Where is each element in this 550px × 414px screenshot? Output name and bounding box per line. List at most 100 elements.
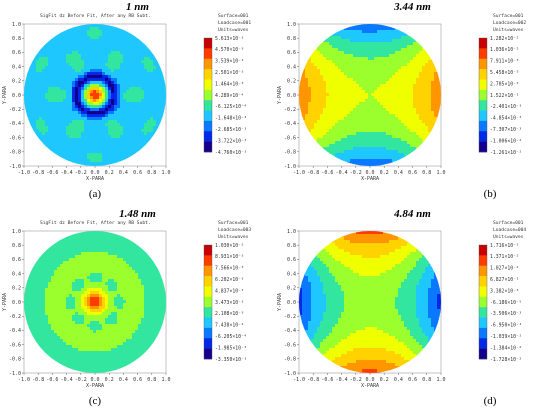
- heatmap-cell: [84, 249, 88, 253]
- heatmap-cell: [39, 294, 43, 298]
- heatmap-cell: [368, 135, 372, 139]
- heatmap-cell: [371, 111, 375, 115]
- heatmap-cell: [138, 108, 142, 112]
- heatmap-cell: [114, 249, 118, 253]
- heatmap-cell: [36, 114, 40, 118]
- heatmap-cell: [75, 102, 79, 106]
- heatmap-cell: [135, 135, 139, 139]
- heatmap-cell: [368, 51, 372, 55]
- heatmap-cell: [359, 54, 363, 58]
- units-label: Units=waves: [218, 28, 249, 33]
- heatmap-cell: [383, 129, 387, 133]
- heatmap-cell: [93, 54, 97, 58]
- heatmap-cell: [72, 255, 76, 259]
- heatmap-cell: [117, 45, 121, 49]
- heatmap-cell: [398, 63, 402, 67]
- heatmap-cell: [111, 159, 115, 163]
- heatmap-cell: [96, 27, 100, 31]
- heatmap-cell: [75, 132, 79, 136]
- heatmap-cell: [156, 291, 160, 295]
- heatmap-cell: [93, 75, 97, 79]
- heatmap-cell: [401, 138, 405, 142]
- heatmap-cell: [437, 69, 441, 73]
- heatmap-cell: [437, 96, 441, 100]
- heatmap-cell: [78, 138, 82, 142]
- heatmap-cell: [105, 147, 109, 151]
- heatmap-cell: [326, 90, 330, 94]
- heatmap-cell: [371, 72, 375, 76]
- heatmap-cell: [159, 105, 163, 109]
- heatmap-cell: [102, 267, 106, 271]
- heatmap-cell: [78, 243, 82, 247]
- heatmap-cell: [419, 138, 423, 142]
- heatmap-cell: [72, 243, 76, 247]
- heatmap-cell: [362, 165, 366, 166]
- heatmap-cell: [108, 243, 112, 247]
- heatmap-cell: [54, 306, 58, 310]
- heatmap-cell: [138, 267, 142, 271]
- heatmap-cell: [105, 150, 109, 154]
- heatmap-cell: [39, 117, 43, 121]
- heatmap-cell: [407, 51, 411, 55]
- heatmap-cell: [30, 66, 34, 70]
- heatmap-cell: [78, 303, 82, 307]
- heatmap-cell: [150, 126, 154, 130]
- heatmap-cell: [150, 111, 154, 115]
- heatmap-cell: [383, 123, 387, 127]
- heatmap-cell: [159, 279, 163, 283]
- heatmap-cell: [129, 36, 133, 40]
- heatmap-cell: [60, 51, 64, 55]
- heatmap-cell: [33, 93, 37, 97]
- heatmap-cell: [72, 72, 76, 76]
- heatmap-cell: [413, 81, 417, 85]
- heatmap-cell: [386, 33, 390, 37]
- heatmap-cell: [162, 288, 166, 292]
- heatmap-cell: [425, 81, 429, 85]
- heatmap-cell: [72, 300, 76, 304]
- heatmap-cell: [81, 90, 85, 94]
- heatmap-cell: [105, 264, 109, 268]
- heatmap-cell: [132, 273, 136, 277]
- heatmap-cell: [138, 120, 142, 124]
- heatmap-cell: [126, 246, 130, 250]
- heatmap-cell: [368, 33, 372, 37]
- heatmap-cell: [84, 144, 88, 148]
- heatmap-cell: [117, 252, 121, 256]
- heatmap-cell: [380, 147, 384, 151]
- heatmap-cell: [314, 90, 318, 94]
- heatmap-cell: [395, 75, 399, 79]
- heatmap-cell: [386, 138, 390, 142]
- heatmap-cell: [111, 129, 115, 133]
- heatmap-cell: [386, 93, 390, 97]
- heatmap-cell: [141, 102, 145, 106]
- heatmap-cell: [362, 126, 366, 130]
- heatmap-cell: [69, 306, 73, 310]
- heatmap-cell: [341, 108, 345, 112]
- heatmap-cell: [434, 117, 438, 121]
- heatmap-cell: [395, 129, 399, 133]
- heatmap-cell: [87, 291, 91, 295]
- heatmap-cell: [75, 144, 79, 148]
- heatmap-cell: [75, 288, 79, 292]
- heatmap-cell: [108, 162, 112, 166]
- heatmap-cell: [126, 279, 130, 283]
- heatmap-cell: [120, 72, 124, 76]
- heatmap-cell: [27, 75, 31, 79]
- heatmap-cell: [114, 138, 118, 142]
- heatmap-cell: [416, 141, 420, 145]
- heatmap-cell: [66, 81, 70, 85]
- heatmap-cell: [105, 300, 109, 304]
- heatmap-cell: [84, 312, 88, 316]
- heatmap-cell: [90, 234, 94, 238]
- heatmap-cell: [42, 81, 46, 85]
- heatmap-cell: [120, 27, 124, 31]
- heatmap-cell: [350, 78, 354, 82]
- heatmap-cell: [359, 129, 363, 133]
- heatmap-cell: [81, 33, 85, 37]
- heatmap-cell: [30, 87, 34, 91]
- heatmap-cell: [27, 288, 31, 292]
- heatmap-cell: [84, 84, 88, 88]
- heatmap-cell: [69, 54, 73, 58]
- heatmap-cell: [344, 75, 348, 79]
- heatmap-cell: [380, 96, 384, 100]
